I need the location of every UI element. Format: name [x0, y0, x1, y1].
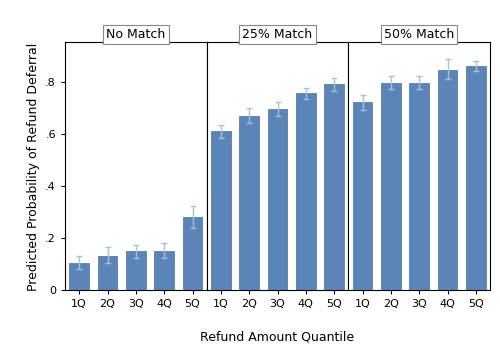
Bar [154, 251, 174, 290]
Bar [296, 93, 316, 290]
Bar [98, 256, 117, 290]
Title: 50% Match: 50% Match [384, 28, 454, 41]
Title: 25% Match: 25% Match [242, 28, 312, 41]
Bar [324, 84, 344, 290]
Bar [239, 115, 259, 290]
Bar [268, 109, 287, 290]
Bar [69, 263, 89, 290]
Bar [182, 217, 203, 290]
Title: No Match: No Match [106, 28, 166, 41]
Bar [409, 83, 429, 290]
Bar [381, 83, 401, 290]
Bar [211, 131, 231, 290]
Text: Refund Amount Quantile: Refund Amount Quantile [200, 330, 354, 343]
Bar [352, 102, 372, 290]
Bar [466, 66, 486, 290]
Y-axis label: Predicted Probability of Refund Deferral: Predicted Probability of Refund Deferral [26, 42, 40, 291]
Bar [126, 251, 146, 290]
Bar [438, 70, 458, 290]
